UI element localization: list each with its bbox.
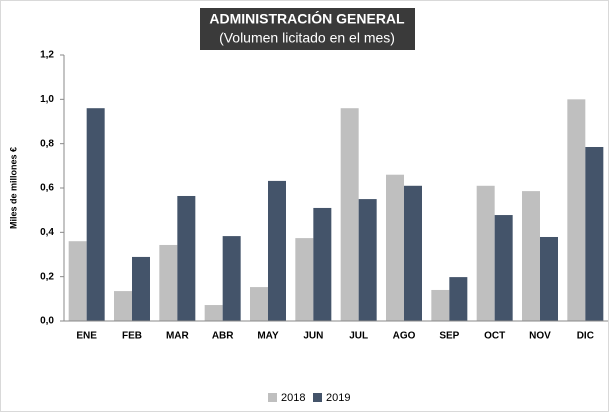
- x-tick-label: OCT: [484, 331, 505, 342]
- x-tick-label: AGO: [393, 331, 416, 342]
- legend-swatch: [268, 393, 277, 402]
- legend-swatch: [313, 393, 322, 402]
- bar: [540, 236, 558, 321]
- bar: [404, 185, 422, 321]
- bar: [204, 305, 223, 321]
- legend-label: 2019: [326, 392, 350, 404]
- bar: [295, 238, 314, 321]
- y-tick-label: 0,4: [40, 227, 54, 238]
- y-tick-label: 0,2: [40, 271, 54, 282]
- y-tick-label: 0,6: [40, 183, 54, 194]
- title-box: [200, 8, 415, 50]
- bar: [177, 195, 196, 321]
- y-tick-label: 1,0: [40, 94, 54, 105]
- bar: [114, 291, 132, 321]
- bar: [222, 236, 241, 321]
- x-tick-label: DIC: [577, 331, 594, 342]
- y-tick-label: 1,2: [40, 50, 54, 61]
- bar: [68, 241, 87, 321]
- x-tick-label: MAY: [257, 331, 279, 342]
- bar: [585, 146, 604, 321]
- bar: [159, 244, 178, 321]
- legend-label: 2018: [281, 392, 305, 404]
- x-tick-label: ABR: [212, 331, 234, 342]
- bar: [132, 256, 150, 321]
- bar: [313, 207, 332, 321]
- chart-title: ADMINISTRACIÓN GENERAL: [209, 10, 405, 27]
- bar: [449, 277, 468, 321]
- chart-subtitle: (Volumen licitado en el mes): [219, 30, 395, 46]
- x-tick-label: JUL: [349, 331, 368, 342]
- bar: [476, 185, 495, 321]
- x-tick-label: SEP: [439, 331, 459, 342]
- y-tick-label: 0,8: [40, 138, 54, 149]
- bar: [386, 174, 404, 321]
- y-tick-label: 0,0: [40, 316, 54, 327]
- x-tick-label: NOV: [529, 331, 551, 342]
- bar: [494, 215, 513, 321]
- x-tick-label: FEB: [122, 331, 142, 342]
- x-tick-label: MAR: [166, 331, 190, 342]
- bar: [250, 287, 268, 321]
- bar: [431, 289, 450, 321]
- bar: [567, 99, 586, 321]
- x-tick-label: JUN: [303, 331, 323, 342]
- y-axis-label: Miles de millones €: [8, 147, 18, 229]
- bar: [522, 191, 540, 321]
- x-tick-label: ENE: [76, 331, 97, 342]
- bar: [268, 180, 286, 321]
- bar: [86, 108, 105, 321]
- bar: [340, 108, 359, 321]
- bar: [358, 199, 377, 321]
